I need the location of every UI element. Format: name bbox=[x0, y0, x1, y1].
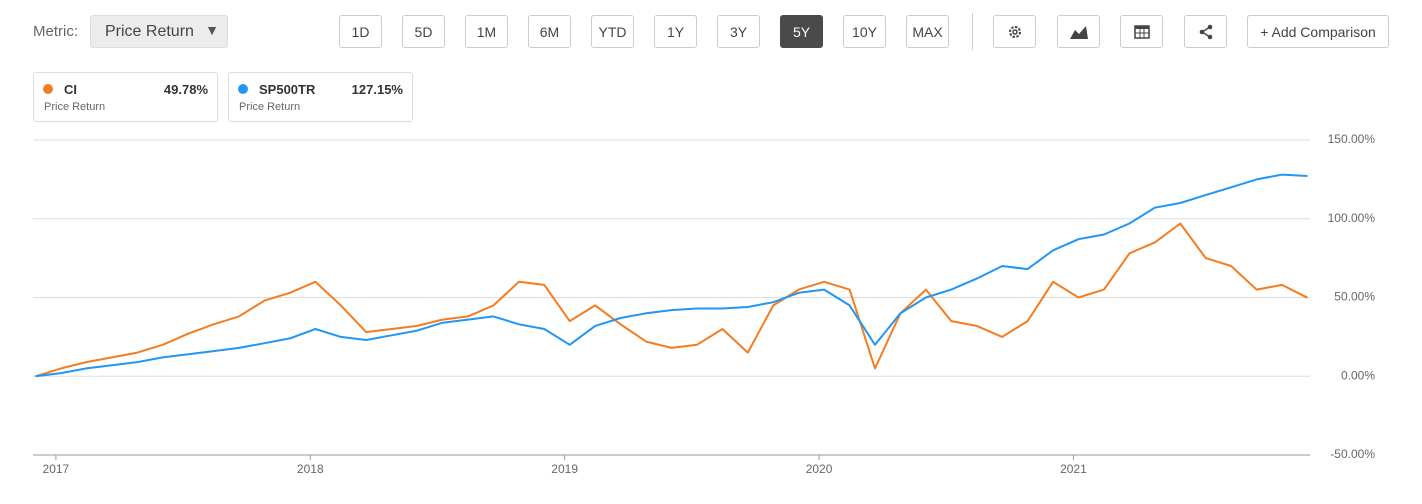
legend-return: 127.15% bbox=[351, 82, 403, 97]
range-button[interactable]: MAX bbox=[906, 15, 949, 48]
range-button[interactable]: YTD bbox=[591, 15, 634, 48]
x-tick-label: 2021 bbox=[1060, 462, 1087, 476]
range-button[interactable]: 10Y bbox=[843, 15, 886, 48]
legend-item[interactable]: SP500TR 127.15% Price Return bbox=[228, 72, 413, 122]
legend-caption: Price Return bbox=[239, 101, 301, 113]
y-tick-label: -50.00% bbox=[1330, 447, 1375, 461]
metric-select[interactable]: Price Return ▼ bbox=[90, 15, 228, 48]
legend-swatch bbox=[238, 84, 248, 94]
metric-label: Metric: bbox=[33, 23, 78, 40]
y-tick-label: 0.00% bbox=[1341, 368, 1375, 382]
legend-item[interactable]: CI 49.78% Price Return bbox=[33, 72, 218, 122]
range-button[interactable]: 1D bbox=[339, 15, 382, 48]
range-button[interactable]: 3Y bbox=[717, 15, 760, 48]
metric-value: Price Return bbox=[105, 23, 194, 40]
x-tick-label: 2020 bbox=[806, 462, 833, 476]
dropdown-arrow: ▼ bbox=[205, 22, 219, 38]
x-tick-label: 2019 bbox=[551, 462, 578, 476]
legend-return: 49.78% bbox=[163, 82, 208, 97]
share-button[interactable] bbox=[1184, 15, 1227, 48]
add-comparison-button[interactable]: + Add Comparison bbox=[1247, 15, 1389, 48]
legend-name: CI bbox=[64, 82, 77, 97]
y-tick-label: 150.00% bbox=[1328, 132, 1376, 146]
legend-name: SP500TR bbox=[259, 82, 316, 97]
table-button[interactable] bbox=[1120, 15, 1163, 48]
x-tick-label: 2017 bbox=[43, 462, 70, 476]
chart-type-button[interactable] bbox=[1057, 15, 1100, 48]
range-button[interactable]: 1M bbox=[465, 15, 508, 48]
legend-swatch bbox=[43, 84, 53, 94]
range-button[interactable]: 1Y bbox=[654, 15, 697, 48]
y-tick-label: 100.00% bbox=[1328, 211, 1376, 225]
series-line bbox=[35, 222, 1308, 378]
y-tick-label: 50.00% bbox=[1334, 290, 1375, 304]
range-button[interactable]: 5Y bbox=[780, 15, 823, 48]
settings-button[interactable] bbox=[993, 15, 1036, 48]
series-line bbox=[35, 173, 1308, 378]
x-tick-label: 2018 bbox=[297, 462, 324, 476]
range-button[interactable]: 5D bbox=[402, 15, 445, 48]
legend-caption: Price Return bbox=[44, 101, 106, 113]
divider bbox=[972, 13, 973, 50]
range-button[interactable]: 6M bbox=[528, 15, 571, 48]
